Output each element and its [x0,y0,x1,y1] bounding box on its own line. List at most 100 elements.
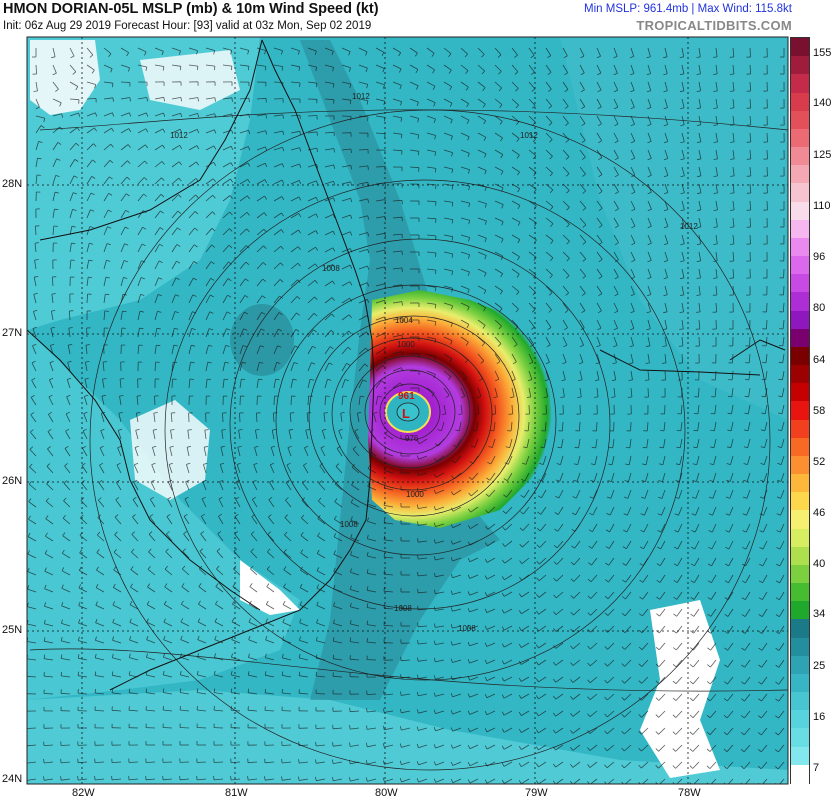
wind-barb [504,778,513,784]
wind-barb-flag [532,138,537,143]
wind-barb-flag [663,141,668,144]
wind-barb-flag [740,731,745,736]
wind-barb-flag [400,708,402,713]
wind-barb [647,251,652,261]
wind-barb [44,761,54,764]
wind-barb-flag [647,225,652,229]
wind-barb-flag [144,160,148,165]
wind-barb [662,472,666,482]
wind-barb-flag [43,654,46,659]
wind-barb [520,710,530,716]
wind-barb [452,591,462,595]
wind-barb-flag [614,225,619,229]
wind-barb [384,470,394,474]
wind-barb [460,98,469,104]
wind-barb [171,128,181,134]
wind-barb [607,659,615,667]
wind-barb-flag [775,732,779,736]
wind-barb [494,234,504,240]
wind-barb [469,557,479,563]
wind-barb-flag [689,782,692,784]
wind-barb-flag [530,344,535,348]
wind-barb-flag [723,731,728,736]
wind-barb-flag [129,618,132,623]
wind-barb [664,302,668,312]
wind-barb [542,455,547,465]
wind-barb-flag [318,497,322,502]
wind-barb [247,709,258,712]
wind-barb [528,64,535,73]
wind-barb [470,506,479,513]
wind-barb [217,533,224,542]
wind-barb-flag [225,345,230,347]
colorbar-segment [791,510,809,530]
wind-barb-flag [519,527,524,531]
wind-barb-flag [175,294,180,297]
wind-barb-flag [598,207,603,212]
wind-barb [287,447,292,457]
wind-barb-flag [276,362,281,364]
wind-barb-flag [128,128,132,133]
wind-barb [647,336,651,346]
wind-barb [247,761,258,764]
wind-barb [489,472,496,481]
wind-barb-flag [518,728,522,733]
wind-barb [61,623,71,627]
isobar-label: 1004 [395,316,413,325]
wind-barb-flag [416,726,419,731]
wind-barb [545,47,552,56]
wind-barb [508,455,513,465]
colorbar-segment [791,310,809,330]
wind-barb [375,115,385,118]
wind-barb [528,47,535,56]
wind-barb-flag [416,440,420,445]
wind-barb [471,472,479,480]
wind-barb [137,160,145,168]
wind-barb-flag [537,511,542,515]
wind-barb [664,98,668,108]
wind-barb [34,260,37,270]
wind-barb [443,200,453,203]
wind-barb-flag [723,748,728,753]
wind-barb [273,130,283,134]
wind-barb-flag [367,464,371,469]
wind-barb [197,674,207,678]
wind-barb [426,319,436,322]
wind-barb [154,395,156,406]
wind-barb [494,285,503,292]
wind-barb [201,498,207,508]
wind-barb-flag [157,294,162,297]
wind-barb-flag [123,260,128,263]
wind-barb [61,605,71,610]
wind-barb [572,642,581,650]
wind-barb [162,778,173,781]
wind-barb-flag [482,325,486,329]
wind-barb-flag [518,780,522,784]
wind-barb-flag [332,759,334,764]
wind-barb-flag [598,276,603,280]
wind-barb [341,330,349,338]
wind-barb [521,676,530,682]
wind-barb-flag [332,247,336,252]
wind-barb-flag [581,156,586,160]
wind-barb-flag [128,671,131,676]
wind-barb [728,523,734,533]
wind-barb [744,625,751,634]
wind-barb [778,693,785,702]
wind-barb [249,603,258,610]
wind-barb [115,482,122,491]
wind-barb [273,395,275,406]
wind-barb [188,244,195,253]
wind-barb-flag [147,565,151,570]
wind-barb-flag [515,308,519,313]
wind-barb-flag [581,123,586,127]
wind-barb-flag [533,172,537,176]
wind-barb-flag [547,55,552,59]
wind-barb [307,395,309,406]
wind-barb [103,160,111,168]
wind-barb-flag [183,531,187,535]
wind-barb-flag [124,226,129,230]
wind-barb [715,251,718,261]
wind-barb [664,319,668,329]
wind-barb [709,761,717,769]
